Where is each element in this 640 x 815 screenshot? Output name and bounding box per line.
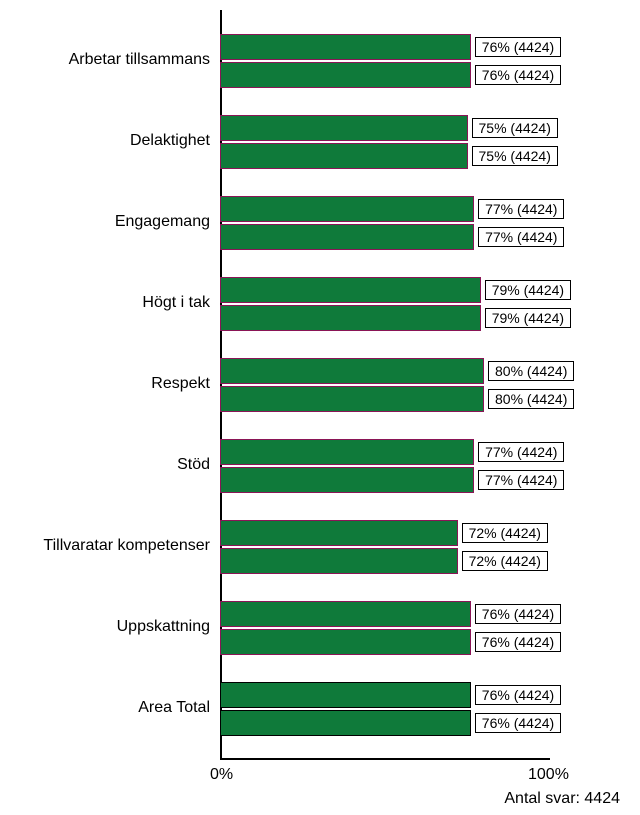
bar xyxy=(220,143,468,169)
category-label: Tillvaratar kompetenser xyxy=(0,537,210,555)
bar xyxy=(220,277,481,303)
category-label: Stöd xyxy=(0,456,210,474)
x-axis-tick-label: 0% xyxy=(210,766,233,784)
bar xyxy=(220,467,474,493)
bar xyxy=(220,439,474,465)
category-label: Högt i tak xyxy=(0,294,210,312)
bar xyxy=(220,520,458,546)
bar xyxy=(220,196,474,222)
survey-bar-chart: Arbetar tillsammans 76% (4424) 76% (4424) D… xyxy=(0,0,640,815)
category-label: Arbetar tillsammans xyxy=(0,51,210,69)
value-label: 76% (4424) xyxy=(475,37,561,57)
value-label: 76% (4424) xyxy=(475,632,561,652)
value-label: 72% (4424) xyxy=(462,551,548,571)
value-label: 79% (4424) xyxy=(485,280,571,300)
bar xyxy=(220,629,471,655)
value-label: 75% (4424) xyxy=(472,118,558,138)
bar xyxy=(220,386,484,412)
value-label: 76% (4424) xyxy=(475,713,561,733)
value-label: 76% (4424) xyxy=(475,604,561,624)
category-label: Delaktighet xyxy=(0,132,210,150)
bar xyxy=(220,224,474,250)
category-label: Engagemang xyxy=(0,213,210,231)
value-label: 75% (4424) xyxy=(472,146,558,166)
bar xyxy=(220,115,468,141)
value-label: 79% (4424) xyxy=(485,308,571,328)
value-label: 77% (4424) xyxy=(478,227,564,247)
bar xyxy=(220,62,471,88)
footer-total-responses: Antal svar: 4424 xyxy=(504,790,620,808)
bar xyxy=(220,34,471,60)
bar xyxy=(220,710,471,736)
bar xyxy=(220,548,458,574)
category-label: Area Total xyxy=(0,699,210,717)
value-label: 77% (4424) xyxy=(478,442,564,462)
value-label: 77% (4424) xyxy=(478,470,564,490)
value-label: 80% (4424) xyxy=(488,361,574,381)
value-label: 76% (4424) xyxy=(475,685,561,705)
value-label: 77% (4424) xyxy=(478,199,564,219)
bar xyxy=(220,305,481,331)
category-label: Uppskattning xyxy=(0,618,210,636)
value-label: 80% (4424) xyxy=(488,389,574,409)
bar xyxy=(220,682,471,708)
value-label: 72% (4424) xyxy=(462,523,548,543)
value-label: 76% (4424) xyxy=(475,65,561,85)
bar xyxy=(220,601,471,627)
x-axis-tick-label: 100% xyxy=(528,766,569,784)
bar xyxy=(220,358,484,384)
category-label: Respekt xyxy=(0,375,210,393)
